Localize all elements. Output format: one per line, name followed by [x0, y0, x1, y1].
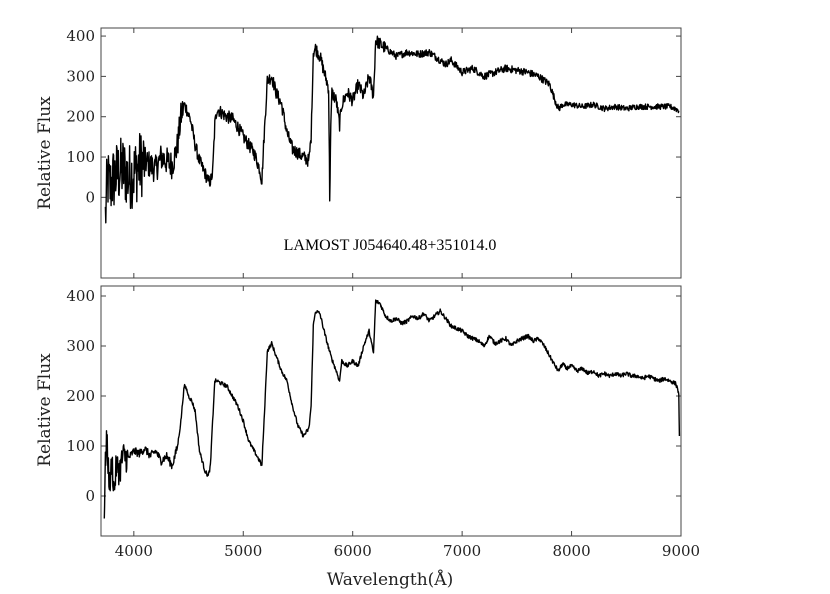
x-tick-label: 6000	[334, 542, 372, 560]
top-panel-frame	[100, 27, 682, 279]
y-tick-label: 100	[66, 148, 95, 166]
y-tick-label: 100	[66, 437, 95, 455]
top-y-axis-label: Relative Flux	[35, 96, 55, 210]
x-tick-label: 7000	[443, 542, 481, 560]
top-panel-annotation: LAMOST J054640.48+351014.0	[284, 237, 497, 254]
y-tick-label: 300	[66, 67, 95, 85]
bottom-panel: 4000 5000 6000 7000 8000 9000 0 100 200 300 400 Re…	[35, 285, 700, 590]
y-tick-label: 0	[85, 188, 95, 206]
x-tick-label: 8000	[552, 542, 590, 560]
y-tick-label: 400	[66, 27, 95, 45]
top-panel-tick-labels: 0 100 200 300 400	[66, 27, 95, 206]
y-tick-label: 200	[66, 108, 95, 126]
y-tick-label: 200	[66, 387, 95, 405]
y-tick-label: 400	[66, 287, 95, 305]
x-axis-label: Wavelength(Å)	[327, 569, 453, 590]
bottom-y-axis-label: Relative Flux	[35, 353, 55, 467]
bottom-spectrum-line	[103, 299, 681, 519]
top-panel: 0 100 200 300 400 LAMOST J054640.48+351014.0…	[35, 27, 682, 279]
top-spectrum-line	[104, 35, 680, 224]
y-tick-label: 300	[66, 337, 95, 355]
x-tick-label: 5000	[224, 542, 262, 560]
bottom-panel-tick-labels: 4000 5000 6000 7000 8000 9000 0 100 200 300 400	[66, 287, 700, 560]
x-tick-label: 9000	[662, 542, 700, 560]
y-tick-label: 0	[85, 487, 95, 505]
bottom-panel-ticks	[101, 286, 682, 536]
x-tick-label: 4000	[115, 542, 153, 560]
top-panel-ticks	[101, 28, 682, 278]
bottom-panel-frame	[100, 285, 682, 537]
